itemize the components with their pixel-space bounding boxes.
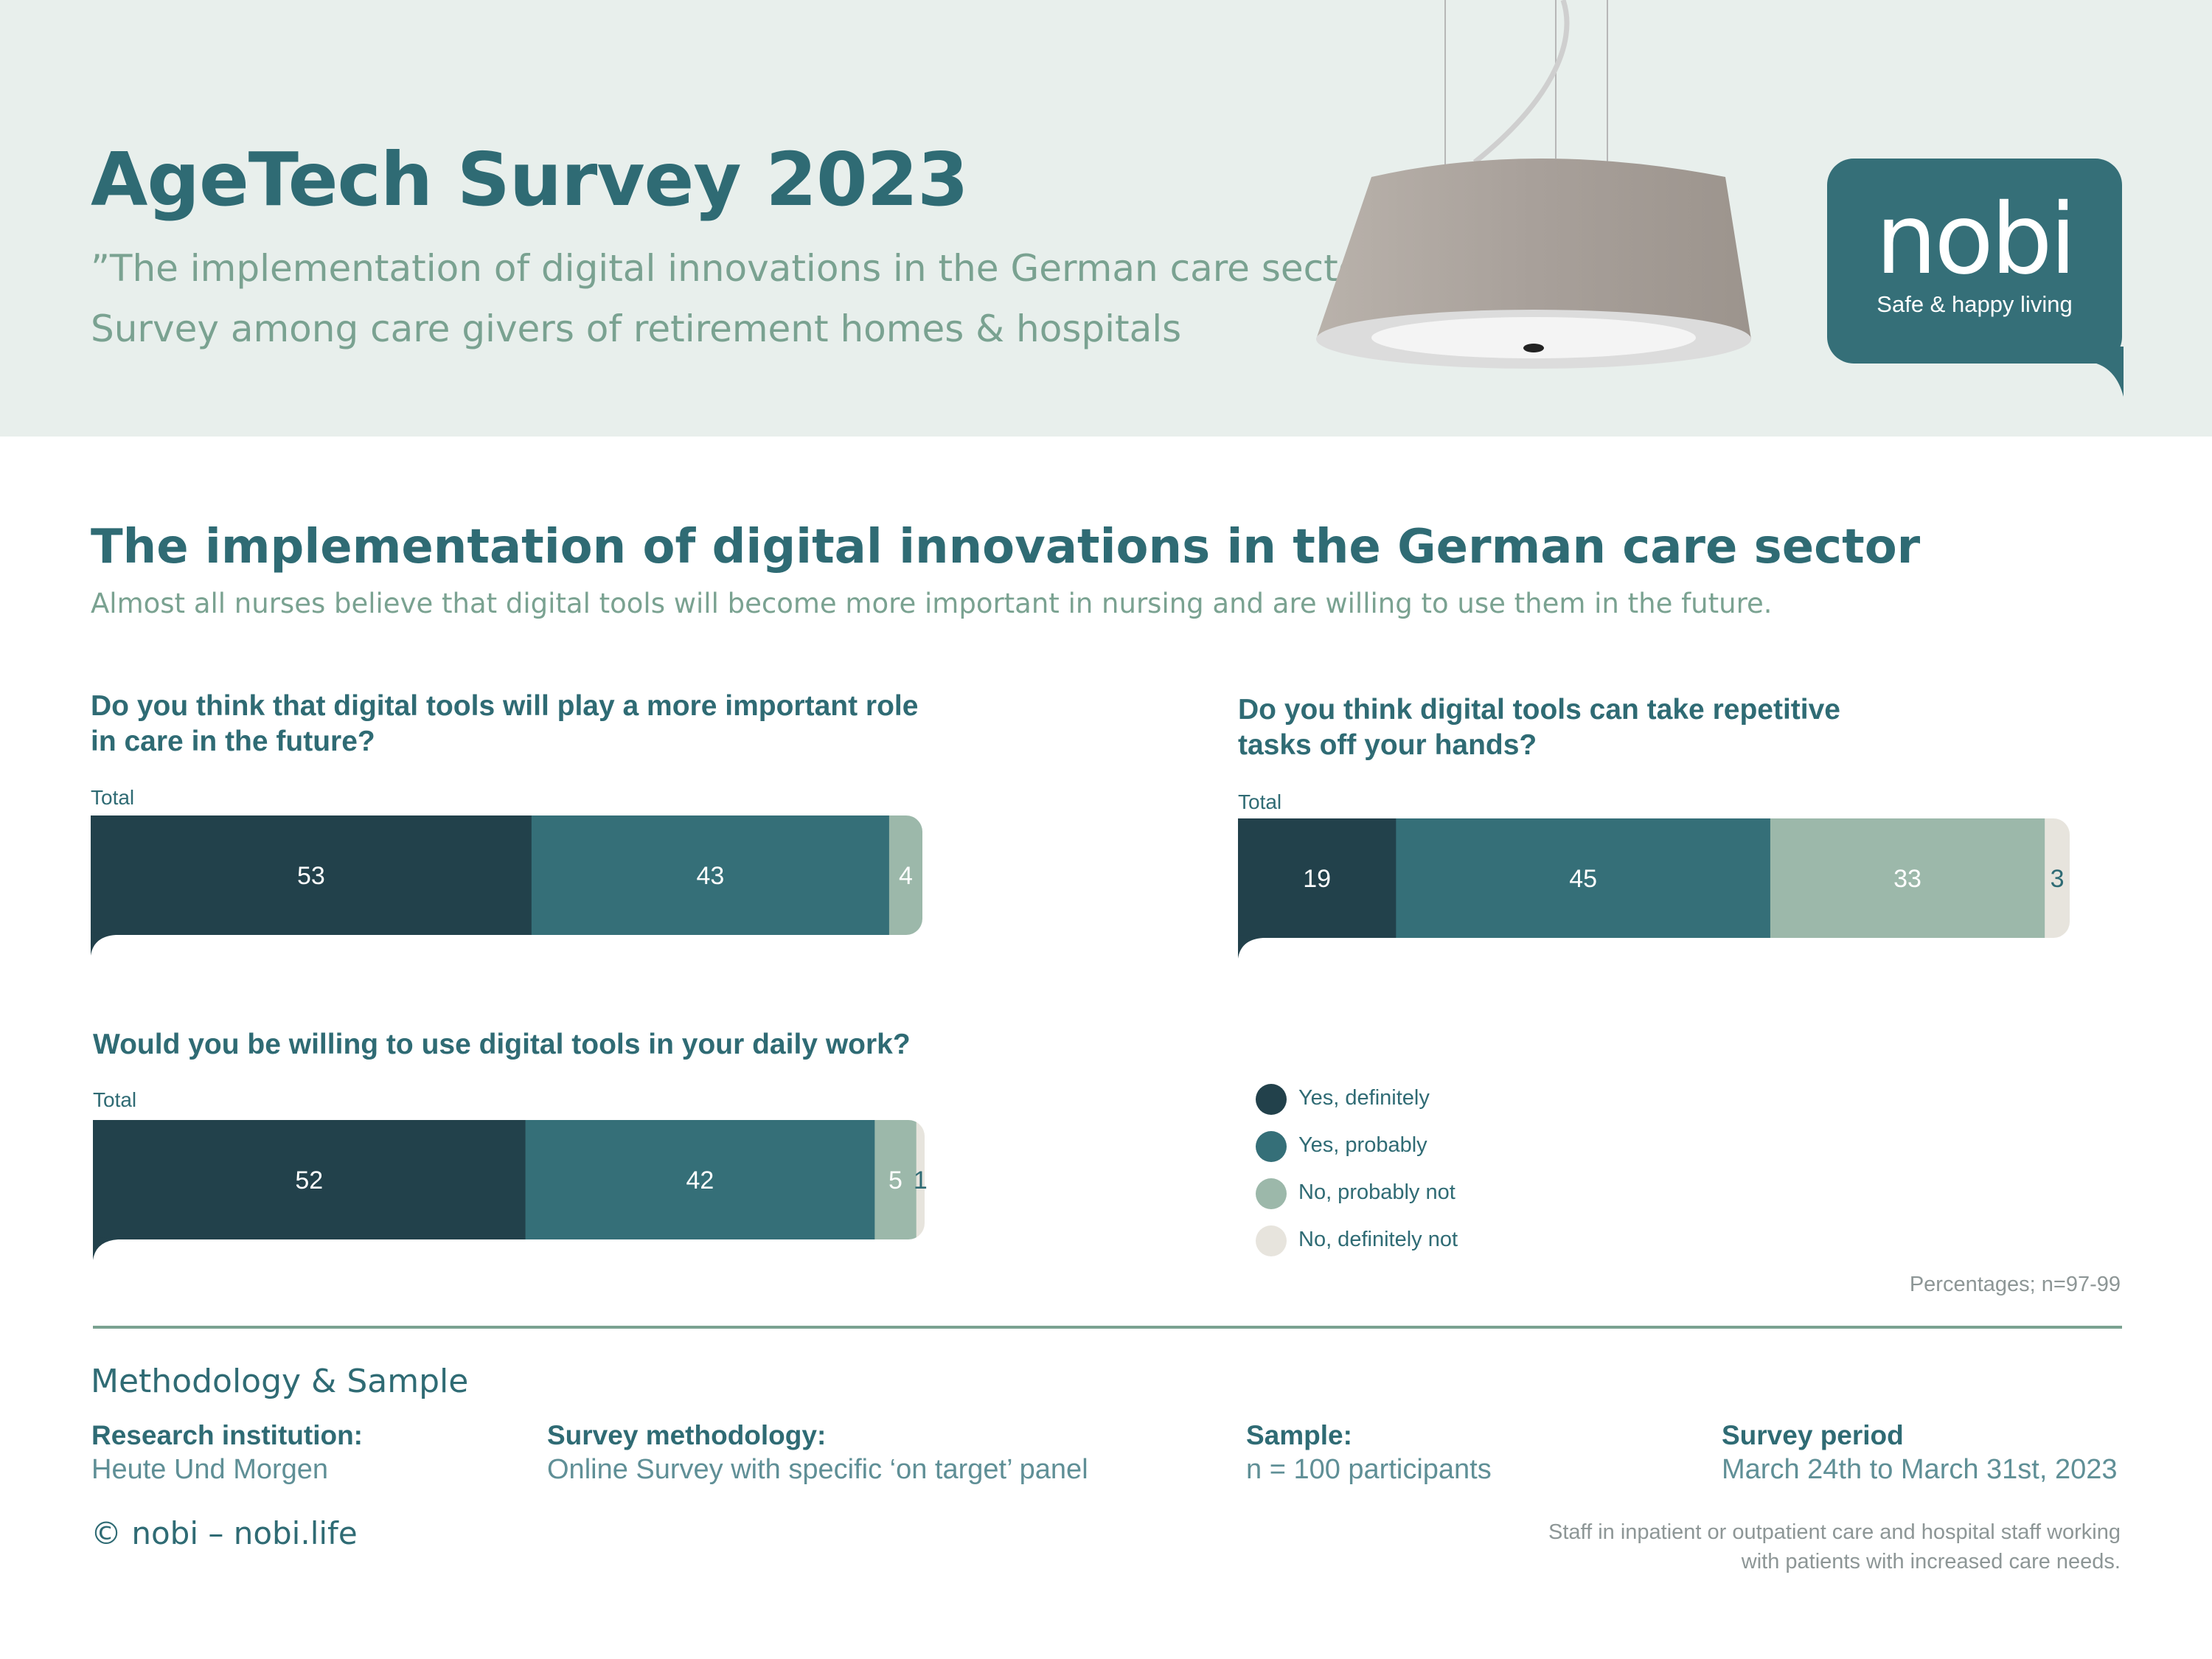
data-label-yes-definitely: 53 bbox=[297, 862, 325, 890]
chart3-question: Would you be willing to use digital tool… bbox=[93, 1027, 911, 1062]
sample-value: n = 100 participants bbox=[1246, 1454, 1492, 1485]
chart1-question-line2: in care in the future? bbox=[91, 726, 375, 757]
footnote-line1: Staff in inpatient or outpatient care an… bbox=[1548, 1520, 2121, 1544]
footnote-line2: with patients with increased care needs. bbox=[1741, 1550, 2121, 1573]
bar-segment-yes-probably bbox=[525, 1120, 875, 1239]
data-label-yes-probably: 43 bbox=[696, 862, 724, 890]
bar-tail-decoration bbox=[93, 1237, 118, 1260]
chart3-total-label: Total bbox=[93, 1088, 137, 1111]
survey-period-label: Survey period bbox=[1722, 1420, 1904, 1450]
legend-label-no-definitely-not: No, definitely not bbox=[1298, 1228, 1458, 1251]
methodology-title: Methodology & Sample bbox=[91, 1363, 469, 1400]
sample-footnote: Staff in inpatient or outpatient care an… bbox=[1548, 1517, 2121, 1576]
bar-segment-no-definitely-not bbox=[916, 1120, 925, 1239]
legend-label-yes-definitely: Yes, definitely bbox=[1298, 1086, 1430, 1110]
bar-tail-decoration bbox=[91, 932, 116, 956]
legend-swatch-yes-definitely bbox=[1256, 1084, 1287, 1115]
legend-label-yes-probably: Yes, probably bbox=[1298, 1133, 1427, 1157]
bar-segment-yes-definitely bbox=[93, 1120, 526, 1239]
chart2-question-line1: Do you think digital tools can take repe… bbox=[1238, 694, 1840, 726]
survey-period-value: March 24th to March 31st, 2023 bbox=[1722, 1454, 2118, 1485]
chart1-question-line1: Do you think that digital tools will pla… bbox=[91, 690, 919, 722]
logo-tagline: Safe & happy living bbox=[1877, 291, 2073, 317]
logo-wordmark: nobi bbox=[1875, 183, 2077, 296]
quote-subtitle: ”The implementation of digital innovatio… bbox=[91, 247, 1397, 290]
chart1-total-label: Total bbox=[91, 786, 135, 809]
bar-segment-no-probably-not bbox=[874, 1120, 917, 1239]
legend-swatch-no-definitely-not bbox=[1256, 1225, 1287, 1256]
data-label-no-probably-not: 4 bbox=[899, 862, 913, 890]
chart2-total-label: Total bbox=[1238, 790, 1282, 813]
bar-segment-no-probably-not bbox=[1770, 818, 2045, 938]
survey-methodology-label: Survey methodology: bbox=[547, 1420, 827, 1450]
section-title: The implementation of digital innovation… bbox=[91, 520, 1921, 574]
data-label-yes-probably: 42 bbox=[686, 1166, 714, 1194]
pendant-lamp-image bbox=[1316, 0, 1751, 369]
data-label-no-definitely-not: 1 bbox=[914, 1166, 928, 1194]
logo-speech-tail bbox=[2094, 347, 2124, 397]
data-label-yes-definitely: 19 bbox=[1303, 865, 1331, 893]
chart2-stacked-bar: 19 45 33 3 bbox=[1238, 818, 2070, 959]
bar-segment-yes-probably bbox=[531, 815, 890, 935]
survey-methodology-value: Online Survey with specific ‘on target’ … bbox=[547, 1454, 1088, 1485]
chart2-question: Do you think digital tools can take repe… bbox=[1238, 692, 1840, 763]
page-title: AgeTech Survey 2023 bbox=[91, 136, 969, 223]
legend-swatch-no-probably-not bbox=[1256, 1178, 1287, 1209]
data-label-yes-definitely: 52 bbox=[295, 1166, 323, 1194]
data-label-yes-probably: 45 bbox=[1569, 865, 1597, 893]
bar-segment-no-definitely-not bbox=[2045, 818, 2070, 938]
copyright: © nobi – nobi.life bbox=[91, 1515, 358, 1551]
sample-label: Sample: bbox=[1246, 1420, 1352, 1450]
survey-subtitle: Survey among care givers of retirement h… bbox=[91, 307, 1182, 350]
chart3-stacked-bar: 52 42 5 1 bbox=[93, 1120, 928, 1260]
chart2-question-line2: tasks off your hands? bbox=[1238, 729, 1537, 761]
percentages-note: Percentages; n=97-99 bbox=[1909, 1273, 2121, 1296]
data-label-no-definitely-not: 3 bbox=[2051, 865, 2065, 893]
chart3-question-line1: Would you be willing to use digital tool… bbox=[93, 1029, 911, 1060]
chart1-stacked-bar: 53 43 4 bbox=[91, 815, 922, 956]
research-institution-value: Heute Und Morgen bbox=[91, 1454, 329, 1485]
data-label-no-probably-not: 5 bbox=[888, 1166, 902, 1194]
bar-tail-decoration bbox=[1238, 935, 1263, 959]
legend-swatch-yes-probably bbox=[1256, 1131, 1287, 1162]
section-subtitle: Almost all nurses believe that digital t… bbox=[91, 588, 1773, 619]
nobi-logo bbox=[1827, 159, 2122, 364]
section-divider bbox=[93, 1326, 2122, 1329]
bar-segment-no-probably-not bbox=[888, 815, 922, 935]
data-label-no-probably-not: 33 bbox=[1893, 865, 1921, 893]
chart1-question: Do you think that digital tools will pla… bbox=[91, 689, 918, 759]
research-institution-label: Research institution: bbox=[91, 1420, 363, 1450]
bar-segment-yes-definitely bbox=[91, 815, 532, 935]
bar-segment-yes-probably bbox=[1396, 818, 1771, 938]
legend-label-no-probably-not: No, probably not bbox=[1298, 1180, 1455, 1204]
bar-segment-yes-definitely bbox=[1238, 818, 1397, 938]
